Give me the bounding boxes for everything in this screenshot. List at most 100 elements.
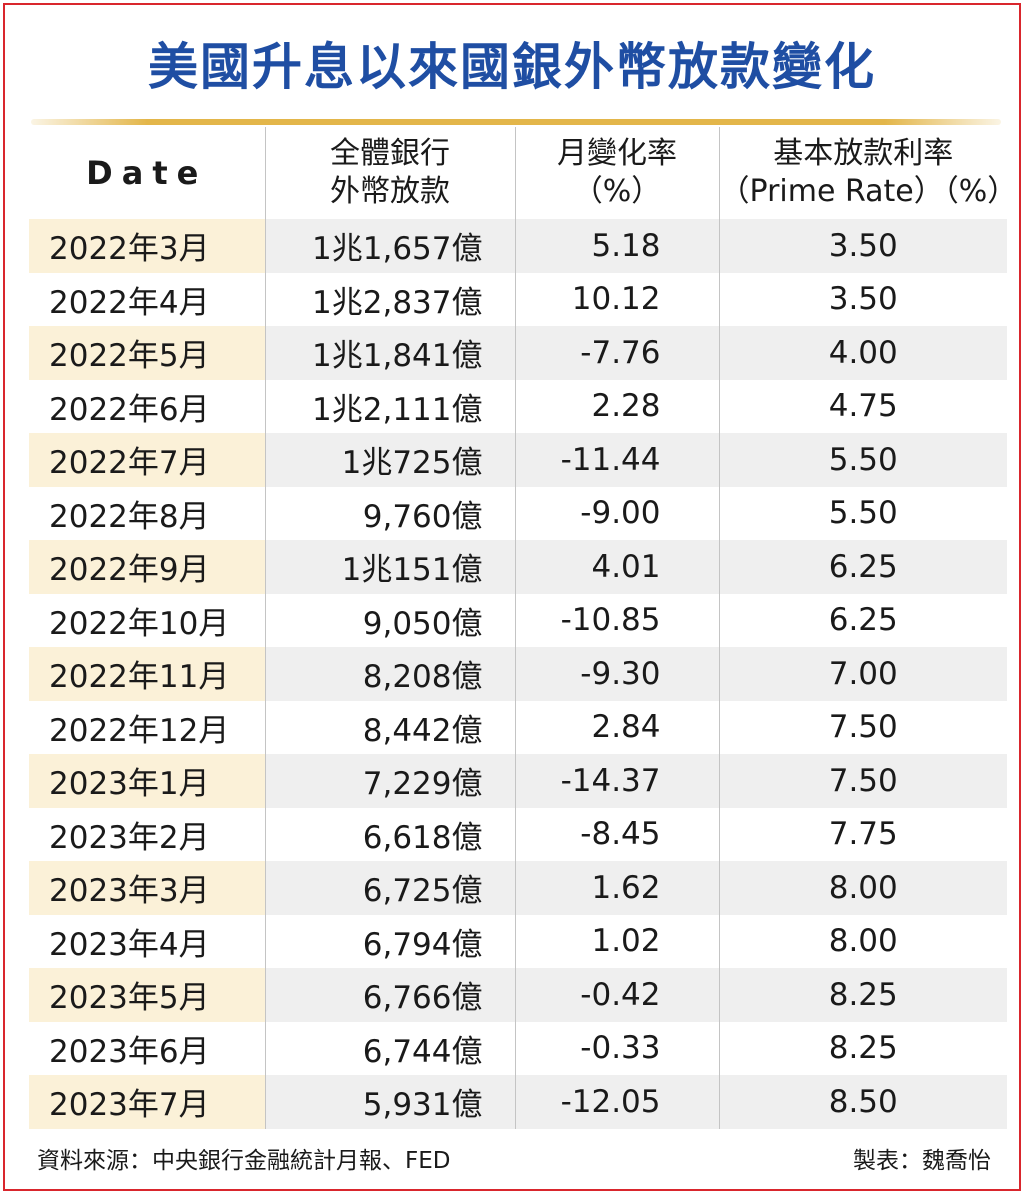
cell-date: 2022年5月 [29, 326, 265, 380]
cell-loans: 6,766億 [264, 968, 515, 1022]
cell-prime: 5.50 [718, 486, 1007, 540]
column-header-mom-line2: （%） [572, 174, 662, 209]
cell-mom: -10.85 [514, 593, 719, 647]
column-header-prime: 基本放款利率 （Prime Rate）（%） [718, 127, 1017, 219]
cell-prime: 6.25 [718, 593, 1007, 647]
cell-loans: 1兆1,841億 [264, 326, 515, 380]
cell-date: 2022年7月 [29, 433, 265, 487]
cell-mom: -11.44 [514, 433, 719, 487]
column-header-mom-line1: 月變化率 [557, 136, 677, 171]
cell-date: 2022年10月 [49, 605, 230, 642]
chart-frame: 美國升息以來國銀外幣放款變化 Date 全體銀行 外幣放款 月變化率 （%） 基… [3, 3, 1021, 1191]
table-row: 2022年8月 9,760億 -9.00 5.50 [29, 486, 1007, 540]
cell-prime: 7.00 [718, 647, 1007, 701]
cell-prime: 7.50 [718, 700, 1007, 754]
table-row: 2022年11月 8,208億 -9.30 7.00 [29, 647, 1007, 701]
cell-loans: 6,725億 [264, 861, 515, 915]
cell-loans: 1兆725億 [264, 433, 515, 487]
cell-mom: -0.42 [514, 968, 719, 1022]
cell-prime: 8.00 [718, 861, 1007, 915]
cell-prime: 7.75 [718, 807, 1007, 861]
chart-title: 美國升息以來國銀外幣放款變化 [148, 38, 876, 96]
title-divider [31, 119, 1001, 125]
cell-prime: 8.00 [718, 914, 1007, 968]
column-header-date: Date [29, 127, 265, 219]
table-row: 2022年7月 1兆725億 -11.44 5.50 [29, 433, 1007, 487]
column-header-prime-line1: 基本放款利率 [773, 136, 954, 171]
cell-prime: 7.50 [718, 754, 1007, 808]
column-header-mom: 月變化率 （%） [514, 127, 719, 219]
cell-date: 2023年1月 [29, 754, 265, 808]
cell-mom: 1.62 [514, 861, 719, 915]
cell-loans: 6,744億 [264, 1021, 515, 1075]
table-row: 2022年4月 1兆2,837億 10.12 3.50 [29, 272, 1007, 326]
table-row: 2023年1月 7,229億 -14.37 7.50 [29, 754, 1007, 808]
cell-date: 2022年12月 [49, 712, 230, 749]
table-body: 2022年3月 1兆1,657億 5.18 3.50 2022年4月 1兆2,837億 10… [29, 219, 1007, 1129]
cell-mom: 5.18 [514, 219, 719, 273]
cell-mom: -9.00 [514, 486, 719, 540]
table-row: 2023年3月 6,725億 1.62 8.00 [29, 861, 1007, 915]
table-row: 2023年2月 6,618億 -8.45 7.75 [29, 807, 1007, 861]
cell-prime: 4.75 [718, 379, 1007, 433]
column-header-loans-line2: 外幣放款 [330, 174, 450, 209]
cell-loans: 9,050億 [264, 593, 515, 647]
cell-mom: -0.33 [514, 1021, 719, 1075]
cell-mom: 10.12 [514, 272, 719, 326]
cell-mom: -7.76 [514, 326, 719, 380]
cell-loans: 1兆2,111億 [264, 379, 515, 433]
cell-mom: 2.84 [514, 700, 719, 754]
cell-date: 2022年9月 [29, 540, 265, 594]
cell-mom: 1.02 [514, 914, 719, 968]
cell-mom: -14.37 [514, 754, 719, 808]
cell-prime: 3.50 [718, 272, 1007, 326]
cell-date: 2023年4月 [49, 926, 210, 963]
table-row: 2023年6月 6,744億 -0.33 8.25 [29, 1021, 1007, 1075]
cell-prime: 6.25 [718, 540, 1007, 594]
table-row: 2023年4月 6,794億 1.02 8.00 [29, 914, 1007, 968]
credit-note: 製表：魏喬怡 [853, 1148, 991, 1174]
cell-mom: 4.01 [514, 540, 719, 594]
cell-loans: 8,442億 [264, 700, 515, 754]
cell-date: 2023年3月 [29, 861, 265, 915]
cell-mom: 2.28 [514, 379, 719, 433]
cell-date: 2022年4月 [49, 284, 210, 321]
table-row: 2023年5月 6,766億 -0.42 8.25 [29, 968, 1007, 1022]
table-row: 2022年5月 1兆1,841億 -7.76 4.00 [29, 326, 1007, 380]
column-header-loans: 全體銀行 外幣放款 [264, 127, 515, 219]
cell-loans: 1兆151億 [264, 540, 515, 594]
table-row: 2022年10月 9,050億 -10.85 6.25 [29, 593, 1007, 647]
table-row: 2023年7月 5,931億 -12.05 8.50 [29, 1075, 1007, 1129]
cell-loans: 6,794億 [264, 914, 515, 968]
table-row: 2022年6月 1兆2,111億 2.28 4.75 [29, 379, 1007, 433]
cell-prime: 8.25 [718, 1021, 1007, 1075]
cell-prime: 8.50 [718, 1075, 1007, 1129]
cell-prime: 3.50 [718, 219, 1007, 273]
cell-date: 2022年6月 [49, 391, 210, 428]
header-row: Date 全體銀行 外幣放款 月變化率 （%） 基本放款利率 （Prime Ra… [29, 127, 1017, 219]
cell-mom: -8.45 [514, 807, 719, 861]
table-row: 2022年3月 1兆1,657億 5.18 3.50 [29, 219, 1007, 273]
data-table: Date 全體銀行 外幣放款 月變化率 （%） 基本放款利率 （Prime Ra… [29, 127, 1017, 1129]
table-row: 2022年9月 1兆151億 4.01 6.25 [29, 540, 1007, 594]
cell-date: 2023年7月 [29, 1075, 265, 1129]
cell-loans: 9,760億 [264, 486, 515, 540]
cell-loans: 1兆2,837億 [264, 272, 515, 326]
cell-prime: 8.25 [718, 968, 1007, 1022]
cell-prime: 4.00 [718, 326, 1007, 380]
cell-date: 2022年11月 [29, 647, 265, 701]
cell-date: 2022年8月 [49, 498, 210, 535]
cell-date: 2022年3月 [29, 219, 265, 273]
cell-date: 2023年2月 [49, 819, 210, 856]
cell-prime: 5.50 [718, 433, 1007, 487]
cell-loans: 1兆1,657億 [264, 219, 515, 273]
column-header-date-label: Date [86, 154, 208, 192]
cell-mom: -12.05 [514, 1075, 719, 1129]
cell-loans: 6,618億 [264, 807, 515, 861]
cell-date: 2023年6月 [49, 1033, 210, 1070]
cell-mom: -9.30 [514, 647, 719, 701]
cell-date: 2023年5月 [29, 968, 265, 1022]
cell-loans: 8,208億 [264, 647, 515, 701]
column-header-loans-line1: 全體銀行 [330, 136, 450, 171]
source-note: 資料來源：中央銀行金融統計月報、FED [37, 1148, 451, 1174]
